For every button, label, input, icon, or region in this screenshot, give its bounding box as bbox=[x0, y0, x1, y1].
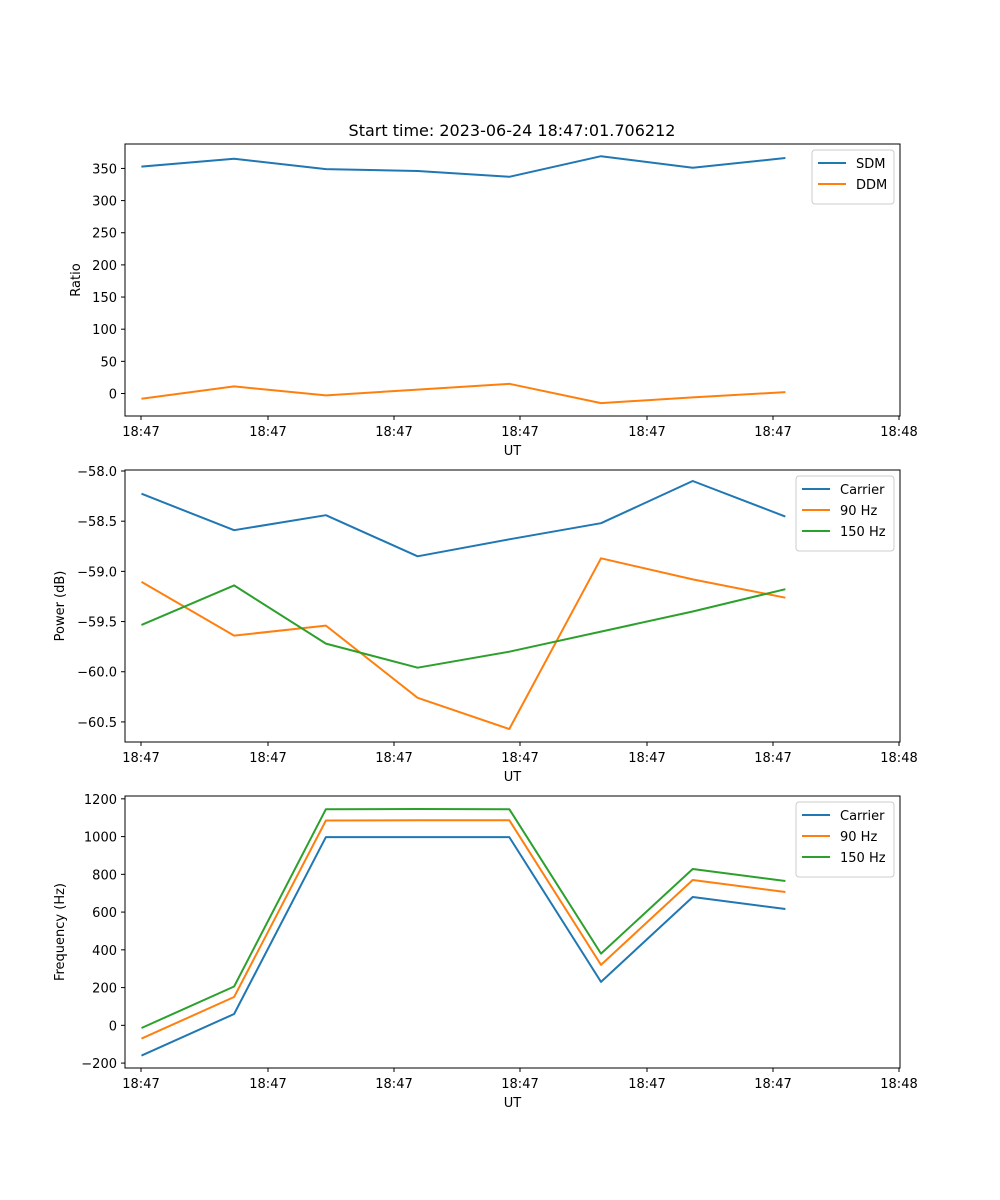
x-tick-label: 18:47 bbox=[375, 1077, 412, 1092]
legend-label: 90 Hz bbox=[840, 830, 877, 845]
x-tick-label: 18:47 bbox=[501, 425, 538, 440]
y-tick-label: 300 bbox=[92, 195, 117, 210]
y-tick-label: 200 bbox=[92, 259, 117, 274]
series-line-90-hz bbox=[141, 557, 786, 730]
x-tick-label: 18:47 bbox=[122, 751, 159, 766]
x-axis-label: UT bbox=[504, 1096, 522, 1111]
legend-box bbox=[795, 475, 895, 552]
y-tick-label: 1000 bbox=[84, 831, 117, 846]
y-tick-label: 800 bbox=[92, 868, 117, 883]
x-tick-label: 18:47 bbox=[754, 1077, 791, 1092]
y-tick-label: 0 bbox=[109, 1019, 117, 1034]
legend-label: 150 Hz bbox=[840, 525, 886, 540]
legend-box bbox=[795, 801, 895, 878]
panel-3: −200 0 200 400 600 800 1000 1200 18:47 18:47 18:47… bbox=[53, 793, 918, 1111]
x-tick-label: 18:47 bbox=[249, 751, 286, 766]
panel-1: 0 50 100 150 200 250 300 350 18:47 18:47 18:47 18:4… bbox=[69, 143, 918, 459]
legend: SDM DDM bbox=[811, 149, 895, 205]
series-line-carrier bbox=[141, 480, 786, 558]
y-axis-label: Frequency (Hz) bbox=[53, 883, 68, 981]
panels: 0 50 100 150 200 250 300 350 18:47 18:47 18:47 18:4… bbox=[53, 143, 918, 1111]
y-tick-label: 350 bbox=[92, 162, 117, 177]
axes-frame bbox=[124, 795, 901, 1069]
legend-label: Carrier bbox=[840, 483, 885, 498]
y-axis-label: Ratio bbox=[69, 263, 84, 296]
legend: Carrier 90 Hz 150 Hz bbox=[795, 801, 895, 878]
axes-frame bbox=[124, 143, 901, 417]
x-tick-label: 18:47 bbox=[375, 425, 412, 440]
series-line-ddm bbox=[141, 382, 786, 405]
x-tick-label: 18:47 bbox=[375, 751, 412, 766]
x-tick-label: 18:48 bbox=[880, 751, 917, 766]
y-tick-label: 400 bbox=[92, 944, 117, 959]
y-tick-label: −58.0 bbox=[77, 465, 117, 480]
x-tick-label: 18:47 bbox=[122, 425, 159, 440]
y-tick-label: −200 bbox=[81, 1057, 117, 1072]
y-tick-label: 50 bbox=[100, 355, 117, 370]
series-line-carrier bbox=[141, 836, 786, 1057]
x-tick-label: 18:47 bbox=[628, 425, 665, 440]
x-tick-label: 18:47 bbox=[754, 425, 791, 440]
legend-label: DDM bbox=[856, 178, 887, 193]
x-tick-label: 18:47 bbox=[754, 751, 791, 766]
y-tick-label: −60.0 bbox=[77, 666, 117, 681]
legend-label: 150 Hz bbox=[840, 851, 886, 866]
series-line-150-hz bbox=[141, 808, 786, 1029]
x-tick-label: 18:47 bbox=[501, 1077, 538, 1092]
x-tick-label: 18:47 bbox=[501, 751, 538, 766]
x-tick-label: 18:47 bbox=[628, 751, 665, 766]
y-tick-label: −59.0 bbox=[77, 565, 117, 580]
series-line-150-hz bbox=[141, 584, 786, 669]
y-axis-label: Power (dB) bbox=[53, 571, 68, 642]
y-tick-label: 1200 bbox=[84, 793, 117, 808]
y-tick-label: 150 bbox=[92, 291, 117, 306]
x-tick-label: 18:47 bbox=[122, 1077, 159, 1092]
x-tick-label: 18:47 bbox=[249, 425, 286, 440]
x-axis-label: UT bbox=[504, 444, 522, 459]
y-tick-label: 200 bbox=[92, 982, 117, 997]
y-tick-label: 100 bbox=[92, 323, 117, 338]
legend-label: Carrier bbox=[840, 809, 885, 824]
legend-label: SDM bbox=[856, 157, 885, 172]
y-tick-label: −60.5 bbox=[77, 716, 117, 731]
y-tick-label: 0 bbox=[109, 387, 117, 402]
axes-frame bbox=[124, 469, 901, 743]
x-tick-label: 18:48 bbox=[880, 1077, 917, 1092]
figure-title: Start time: 2023-06-24 18:47:01.706212 bbox=[349, 121, 676, 140]
series-line-sdm bbox=[141, 155, 786, 178]
panel-2: −60.5 −60.0 −59.5 −59.0 −58.5 −58.0 18:47 18:47… bbox=[53, 465, 918, 785]
y-tick-label: 250 bbox=[92, 227, 117, 242]
series-line-90-hz bbox=[141, 819, 786, 1040]
x-tick-label: 18:47 bbox=[628, 1077, 665, 1092]
y-tick-label: −58.5 bbox=[77, 515, 117, 530]
legend: Carrier 90 Hz 150 Hz bbox=[795, 475, 895, 552]
x-tick-label: 18:47 bbox=[249, 1077, 286, 1092]
x-tick-label: 18:48 bbox=[880, 425, 917, 440]
legend-label: 90 Hz bbox=[840, 504, 877, 519]
y-tick-label: 600 bbox=[92, 906, 117, 921]
y-tick-label: −59.5 bbox=[77, 616, 117, 631]
x-axis-label: UT bbox=[504, 770, 522, 785]
